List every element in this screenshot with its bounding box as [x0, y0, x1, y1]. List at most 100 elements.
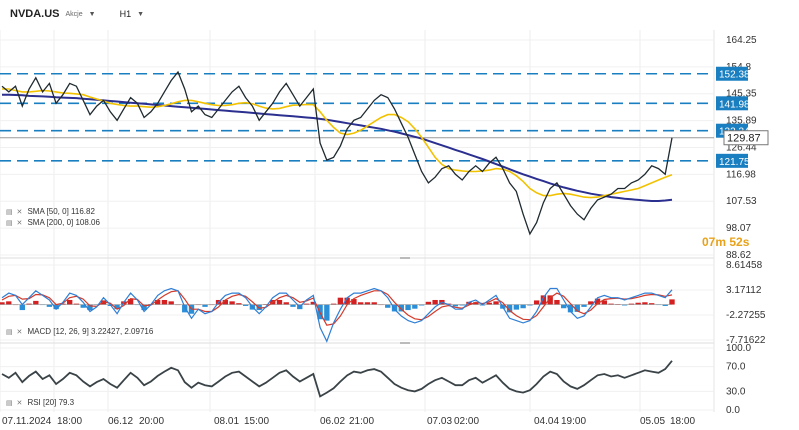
x-axis-tick-label: 04.04: [534, 416, 559, 427]
timeframe-dropdown-icon[interactable]: ▼: [137, 10, 145, 18]
x-axis-tick-label: 18:00: [57, 416, 82, 427]
macd-histogram-bar: [547, 295, 553, 305]
macd-histogram-bar: [418, 304, 425, 306]
sma50-legend[interactable]: ▤ ✕ SMA [50, 0] 116.82: [6, 207, 95, 216]
level-price-label: 121.75: [719, 157, 750, 168]
macd-histogram-bar: [80, 304, 86, 308]
macd-histogram-bar: [6, 301, 12, 305]
x-axis-tick-label: 18:00: [670, 416, 695, 427]
macd-histogram-bar: [53, 304, 59, 310]
macd-histogram-bar: [283, 302, 289, 305]
macd-histogram-bar: [127, 299, 134, 305]
macd-histogram-bar: [412, 304, 418, 309]
indicator-settings-icon[interactable]: ▤ ✕: [6, 208, 24, 216]
macd-histogram-bar: [168, 301, 174, 305]
x-axis-tick-label: 07.11.2024: [2, 416, 52, 427]
y-axis-tick-label: 135.89: [726, 116, 757, 127]
macd-histogram-bar: [601, 300, 608, 305]
x-axis-tick-label: 19:00: [561, 416, 586, 427]
indicator-settings-icon[interactable]: ▤ ✕: [6, 328, 24, 336]
macd-histogram-bar: [337, 297, 344, 305]
macd-histogram-bar: [398, 304, 404, 312]
macd-histogram-bar: [527, 304, 533, 306]
sma200-legend[interactable]: ▤ ✕ SMA [200, 0] 108.06: [6, 218, 100, 227]
indicator-settings-icon[interactable]: ▤ ✕: [6, 399, 24, 407]
x-axis-tick-label: 07.03: [427, 416, 452, 427]
macd-histogram-bar: [628, 303, 635, 305]
macd-histogram-bar: [222, 299, 229, 305]
macd-histogram-bar: [594, 298, 601, 305]
level-price-label: 141.98: [719, 99, 750, 110]
macd-histogram-bar: [588, 301, 594, 305]
macd-histogram-bar: [561, 304, 567, 309]
macd-histogram-bar: [669, 299, 675, 305]
macd-histogram-bar: [236, 303, 242, 305]
macd-histogram-bar: [662, 304, 668, 306]
macd-histogram-bar: [486, 302, 492, 305]
macd-histogram-bar: [608, 303, 614, 305]
macd-histogram-bar: [574, 304, 580, 312]
macd-histogram-bar: [533, 300, 540, 305]
macd-histogram-bar: [60, 303, 66, 305]
macd-histogram-bar: [26, 303, 32, 305]
macd-histogram-bar: [642, 302, 648, 305]
macd-histogram-bar: [66, 299, 73, 305]
macd-histogram-bar: [554, 299, 560, 305]
level-price-tag: [716, 96, 748, 111]
macd-histogram-bar: [310, 301, 316, 305]
rsi-legend[interactable]: ▤ ✕ RSI [20] 79.3: [6, 398, 74, 407]
y-axis-tick-label: -2.27255: [726, 310, 766, 321]
candle-countdown: 07m 52s: [702, 235, 749, 249]
countdown-minutes-unit: m: [715, 235, 727, 249]
macd-histogram-bar: [581, 304, 587, 307]
level-price-label: 152.38: [719, 70, 750, 81]
macd-histogram-bar: [432, 299, 438, 305]
indicator-settings-icon[interactable]: ▤ ✕: [6, 219, 24, 227]
y-axis-tick-label: 145.35: [726, 89, 757, 100]
timeframe-label[interactable]: H1: [119, 9, 132, 19]
y-axis-tick-label: 100.0: [726, 343, 751, 354]
macd-histogram-bar: [520, 304, 526, 309]
pane-resize-handle: [400, 342, 410, 344]
macd-histogram-bar: [391, 304, 398, 312]
macd-histogram-bar: [229, 301, 235, 305]
x-axis-tick-label: 20:00: [139, 416, 164, 427]
macd-histogram-bar: [73, 303, 80, 305]
macd-histogram-bar: [425, 301, 432, 305]
price-line: [1, 70, 673, 236]
x-axis-tick-label: 02:00: [454, 416, 479, 427]
macd-histogram-bar: [330, 303, 337, 305]
y-axis-tick-label: 116.98: [726, 169, 756, 180]
macd-histogram-bar: [256, 304, 262, 311]
macd-histogram-bar: [161, 299, 168, 305]
macd-histogram-bar: [154, 299, 161, 305]
symbol-dropdown-icon[interactable]: ▼: [88, 10, 96, 18]
macd-histogram-bar: [621, 304, 628, 306]
macd-histogram-bar: [324, 304, 330, 321]
macd-histogram-bar: [513, 304, 520, 310]
last-price-tag: [723, 130, 769, 146]
x-axis-tick-label: 08.01: [214, 416, 239, 427]
countdown-minutes: 07: [702, 235, 716, 249]
macd-histogram-bar: [506, 304, 513, 313]
countdown-seconds: 52: [729, 235, 743, 249]
macd-histogram-bar: [290, 304, 296, 307]
macd-histogram-bar: [242, 304, 249, 306]
y-axis-tick-label: 98.07: [726, 223, 751, 234]
x-axis-tick-label: 21:00: [349, 416, 374, 427]
macd-histogram-bar: [351, 299, 357, 305]
sma50-line: [2, 88, 673, 199]
macd-histogram-bar: [452, 304, 459, 307]
y-axis-tick-label: 164.25: [726, 35, 757, 46]
macd-histogram-bar: [303, 303, 310, 305]
macd-histogram-bar: [114, 304, 120, 310]
symbol-label[interactable]: NVDA.US: [10, 8, 60, 20]
macd-legend[interactable]: ▤ ✕ MACD [12, 26, 9] 3.22427, 2.09716: [6, 327, 153, 336]
x-axis-tick-label: 15:00: [244, 416, 269, 427]
macd-histogram-bar: [19, 304, 25, 311]
rsi-line: [1, 360, 673, 398]
macd-histogram-bar: [358, 302, 364, 305]
instrument-type-label: Akcje: [65, 10, 83, 18]
countdown-seconds-unit: s: [742, 235, 750, 249]
